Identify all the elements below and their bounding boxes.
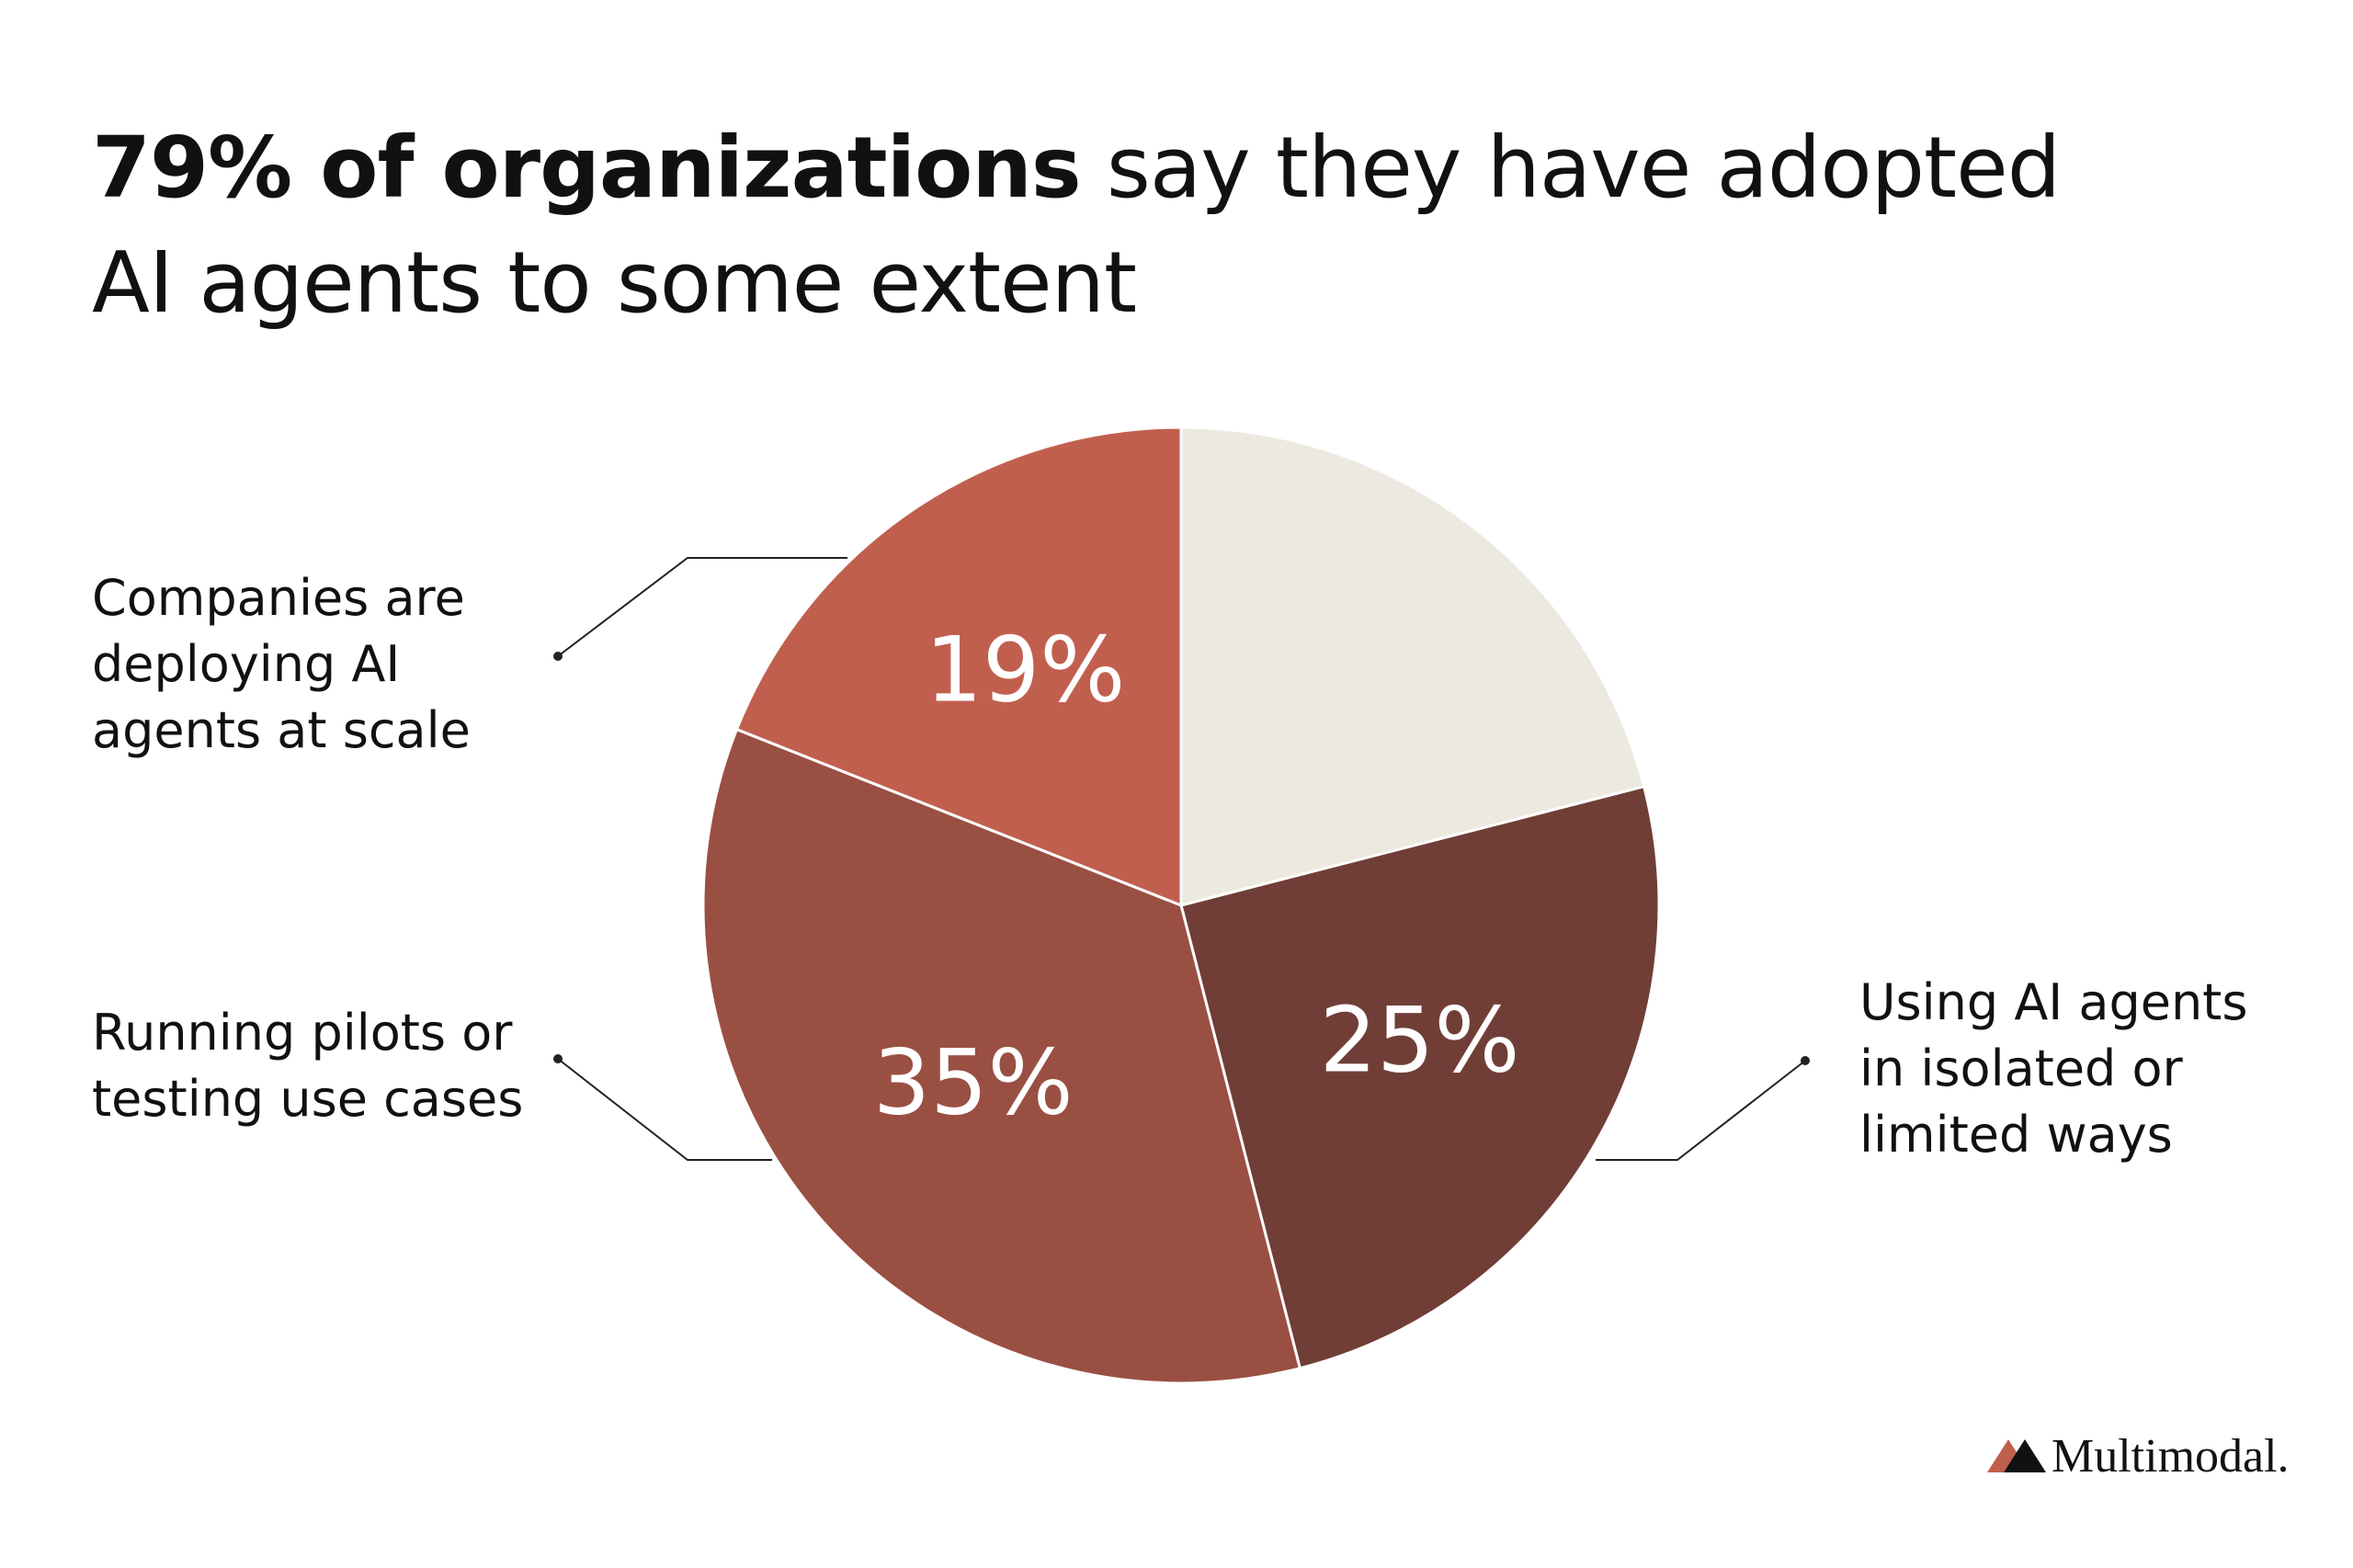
pie-slice: [701, 727, 1302, 1385]
chart-title: 79% of organizations say they have adopt…: [92, 110, 2151, 340]
value-label: 25%: [1320, 988, 1520, 1093]
title-text: say they have adopted AI agents to some …: [92, 119, 2061, 332]
category-label: Using AI agents in isolated or limited w…: [1859, 973, 2248, 1164]
leader-line: [557, 1058, 772, 1161]
value-label: 35%: [873, 1030, 1074, 1135]
leader-line: [557, 557, 847, 657]
pie-slice: [1179, 784, 1661, 1370]
pie-slice: [734, 426, 1183, 908]
category-label: Companies are deploying AI agents at sca…: [92, 569, 471, 759]
logo-shape: [2004, 1439, 2046, 1472]
leader-line: [1596, 1060, 1806, 1161]
pie-slice: [1179, 426, 1646, 907]
brand: Multimodal.: [2052, 1430, 2290, 1483]
leader-dot: [553, 1054, 563, 1063]
title-emphasis: 79% of organizations: [92, 119, 1082, 217]
brand-logo: [1987, 1439, 2046, 1472]
category-label: Running pilots or testing use cases: [92, 1004, 524, 1128]
leader-dot: [1801, 1056, 1810, 1065]
value-label: 19%: [926, 618, 1126, 722]
leader-dot: [553, 652, 563, 661]
